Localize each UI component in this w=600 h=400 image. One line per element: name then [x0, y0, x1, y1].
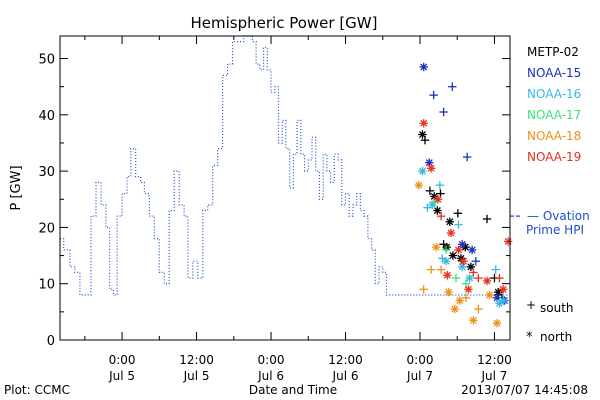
data-point-south: [439, 107, 448, 117]
y-tick-label: 30: [38, 165, 55, 180]
data-point-south: [419, 285, 428, 294]
data-point-south: [448, 82, 457, 91]
satellite-points: [414, 62, 513, 328]
data-point-south: [471, 256, 481, 266]
footer-plot-credit: Plot: CCMC: [4, 383, 70, 397]
x-tick-time-label: 12:00: [179, 353, 214, 367]
legend-entry-noaa-18: NOAA-18: [527, 129, 581, 143]
data-point-north: [469, 316, 478, 325]
data-point-north: [498, 296, 508, 305]
data-point-south: [495, 273, 504, 283]
x-tick-date-label: Jul 6: [257, 369, 284, 383]
data-point-north: [492, 318, 502, 328]
data-point-south: [462, 152, 472, 162]
data-point-south: [436, 265, 446, 274]
y-tick-label: 0: [47, 334, 55, 349]
data-point-north: [446, 228, 456, 238]
x-tick-date-label: Jul 5: [108, 369, 135, 383]
series-noaa-16: [418, 166, 508, 308]
chart-title: Hemispheric Power [GW]: [191, 14, 378, 32]
y-tick-label: 10: [38, 278, 55, 293]
data-point-north: [441, 256, 451, 266]
data-point-north: [419, 62, 428, 72]
legend-entry-noaa-17: NOAA-17: [527, 108, 581, 122]
data-point-north: [467, 245, 477, 255]
data-point-north: [498, 285, 508, 294]
data-point-south: [441, 245, 451, 255]
data-point-south: [435, 180, 445, 190]
data-point-south: [474, 273, 483, 283]
data-point-south: [420, 135, 430, 145]
series-noaa-19: [419, 119, 513, 294]
data-point-north: [503, 237, 513, 246]
y-tick-label: 40: [38, 109, 55, 124]
data-point-north: [458, 262, 467, 272]
marker-legend-south-label: south: [540, 301, 574, 315]
ovation-series: [60, 35, 522, 296]
data-point-north: [444, 287, 453, 297]
data-point-north: [458, 240, 467, 249]
data-point-south: [453, 209, 463, 218]
footer-timestamp: 2013/07/07 14:45:08: [461, 383, 588, 397]
x-tick-date-label: Jul 7: [481, 369, 508, 383]
y-tick-label: 50: [38, 53, 55, 68]
ovation-line: [60, 35, 510, 296]
data-point-north: [431, 242, 441, 252]
data-point-south: [461, 293, 471, 302]
axes: 0 10 20 30 40 50 0:00 Jul 5 12:00 Jul 5 0:00 Jul 6 1…: [38, 35, 512, 383]
data-point-north: [464, 285, 473, 294]
legend: METP-02 NOAA-15 NOAA-16 NOAA-17 NOAA-18 NOAA-…: [527, 45, 581, 164]
data-point-north: [426, 164, 436, 173]
x-tick-time-label: 0:00: [109, 353, 136, 367]
data-point-south: [429, 90, 438, 100]
data-point-south: [482, 214, 492, 224]
x-tick-time-label: 0:00: [258, 353, 285, 367]
x-tick-time-label: 12:00: [328, 353, 363, 367]
data-point-north: [433, 195, 443, 204]
data-point-north: [482, 276, 492, 286]
data-point-south: [491, 265, 500, 274]
data-point-north: [414, 180, 423, 190]
plot-frame: [59, 35, 511, 341]
data-point-north: [465, 273, 474, 283]
data-point-north: [433, 206, 442, 215]
x-tick-time-label: 0:00: [407, 353, 434, 367]
data-point-south: [469, 268, 478, 277]
data-point-north: [459, 256, 468, 266]
x-tick-date-label: Jul 7: [406, 369, 433, 383]
marker-legend-north-symbol: *: [526, 330, 533, 345]
data-point-south: [436, 211, 446, 221]
data-point-north: [419, 119, 428, 128]
data-point-north: [450, 304, 459, 314]
legend-entry-metp-02: METP-02: [527, 45, 579, 59]
y-axis-label: P [GW]: [9, 165, 24, 210]
ovation-label-line2: Prime HPI: [526, 223, 584, 237]
series-metp-02: [418, 130, 507, 302]
data-point-south: [474, 304, 483, 314]
marker-legend-north-label: north: [540, 330, 572, 344]
data-point-south: [451, 273, 461, 283]
y-tick-label: 20: [38, 221, 55, 236]
legend-entry-noaa-19: NOAA-19: [527, 150, 581, 164]
x-axis-label: Date and Time: [249, 383, 337, 397]
x-tick-time-label: 12:00: [477, 353, 512, 367]
data-point-north: [445, 217, 454, 226]
data-point-north: [443, 271, 452, 280]
data-point-south: [454, 220, 463, 229]
legend-entry-noaa-15: NOAA-15: [527, 66, 581, 80]
data-point-south: [425, 186, 435, 196]
x-tick-date-label: Jul 5: [183, 369, 210, 383]
data-point-north: [448, 251, 458, 260]
data-point-south: [426, 265, 436, 274]
data-point-north: [455, 296, 464, 305]
data-point-north: [418, 166, 427, 176]
marker-legend-south-symbol: +: [526, 298, 536, 312]
data-point-north: [454, 245, 463, 255]
x-tick-date-label: Jul 6: [332, 369, 359, 383]
ovation-label-line1: — Ovation: [527, 209, 590, 223]
series-noaa-18: [414, 180, 502, 328]
data-point-north: [485, 290, 494, 300]
legend-entry-noaa-16: NOAA-16: [527, 87, 581, 101]
